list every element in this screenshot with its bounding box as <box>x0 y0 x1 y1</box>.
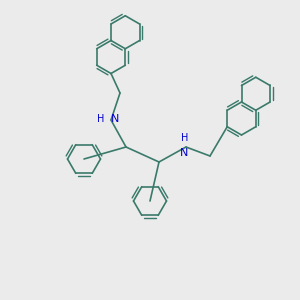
Text: H: H <box>181 134 188 143</box>
Text: H: H <box>97 113 104 124</box>
Text: N: N <box>180 148 189 158</box>
Text: N: N <box>110 113 119 124</box>
